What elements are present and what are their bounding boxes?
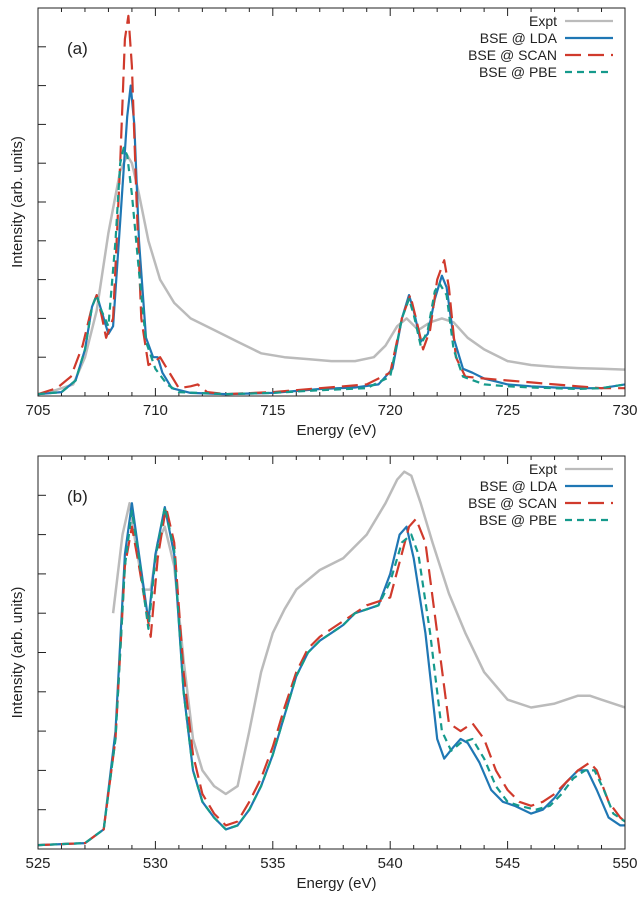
legend-label-3: BSE @ PBE: [479, 64, 557, 80]
legend-label-2: BSE @ SCAN: [468, 47, 557, 63]
x-tick-label-525: 525: [25, 855, 50, 872]
y-axis-label: Intensity (arb. units): [9, 136, 26, 268]
x-axis-label: Energy (eV): [296, 422, 376, 439]
x-tick-label-705: 705: [25, 402, 50, 419]
x-tick-label-535: 535: [260, 855, 285, 872]
series-line-bse-scan: [38, 506, 625, 847]
series-line-bse-pbe: [38, 146, 625, 396]
x-tick-label-730: 730: [612, 402, 637, 419]
panel-label: (a): [67, 39, 88, 58]
legend-label-3: BSE @ PBE: [479, 512, 557, 528]
x-tick-label-545: 545: [495, 855, 520, 872]
panel-label: (b): [67, 487, 88, 506]
legend-label-1: BSE @ LDA: [480, 30, 558, 46]
x-tick-label-550: 550: [612, 855, 637, 872]
series-line-bse-scan: [38, 14, 625, 396]
legend-label-2: BSE @ SCAN: [468, 495, 557, 511]
x-tick-label-540: 540: [378, 855, 403, 872]
series-line-expt: [49, 154, 625, 394]
x-tick-label-715: 715: [260, 402, 285, 419]
legend-label-1: BSE @ LDA: [480, 478, 558, 494]
x-axis-label: Energy (eV): [296, 875, 376, 892]
legend-label-0: Expt: [529, 13, 557, 29]
legend-label-0: Expt: [529, 461, 557, 477]
x-tick-label-720: 720: [378, 402, 403, 419]
x-tick-label-530: 530: [143, 855, 168, 872]
series-line-bse-pbe: [38, 506, 625, 847]
y-axis-label: Intensity (arb. units): [9, 587, 26, 719]
series-line-bse-lda: [38, 84, 625, 396]
x-tick-label-710: 710: [143, 402, 168, 419]
x-tick-label-725: 725: [495, 402, 520, 419]
plot-frame: [37, 455, 626, 850]
plot-frame: [37, 7, 626, 397]
